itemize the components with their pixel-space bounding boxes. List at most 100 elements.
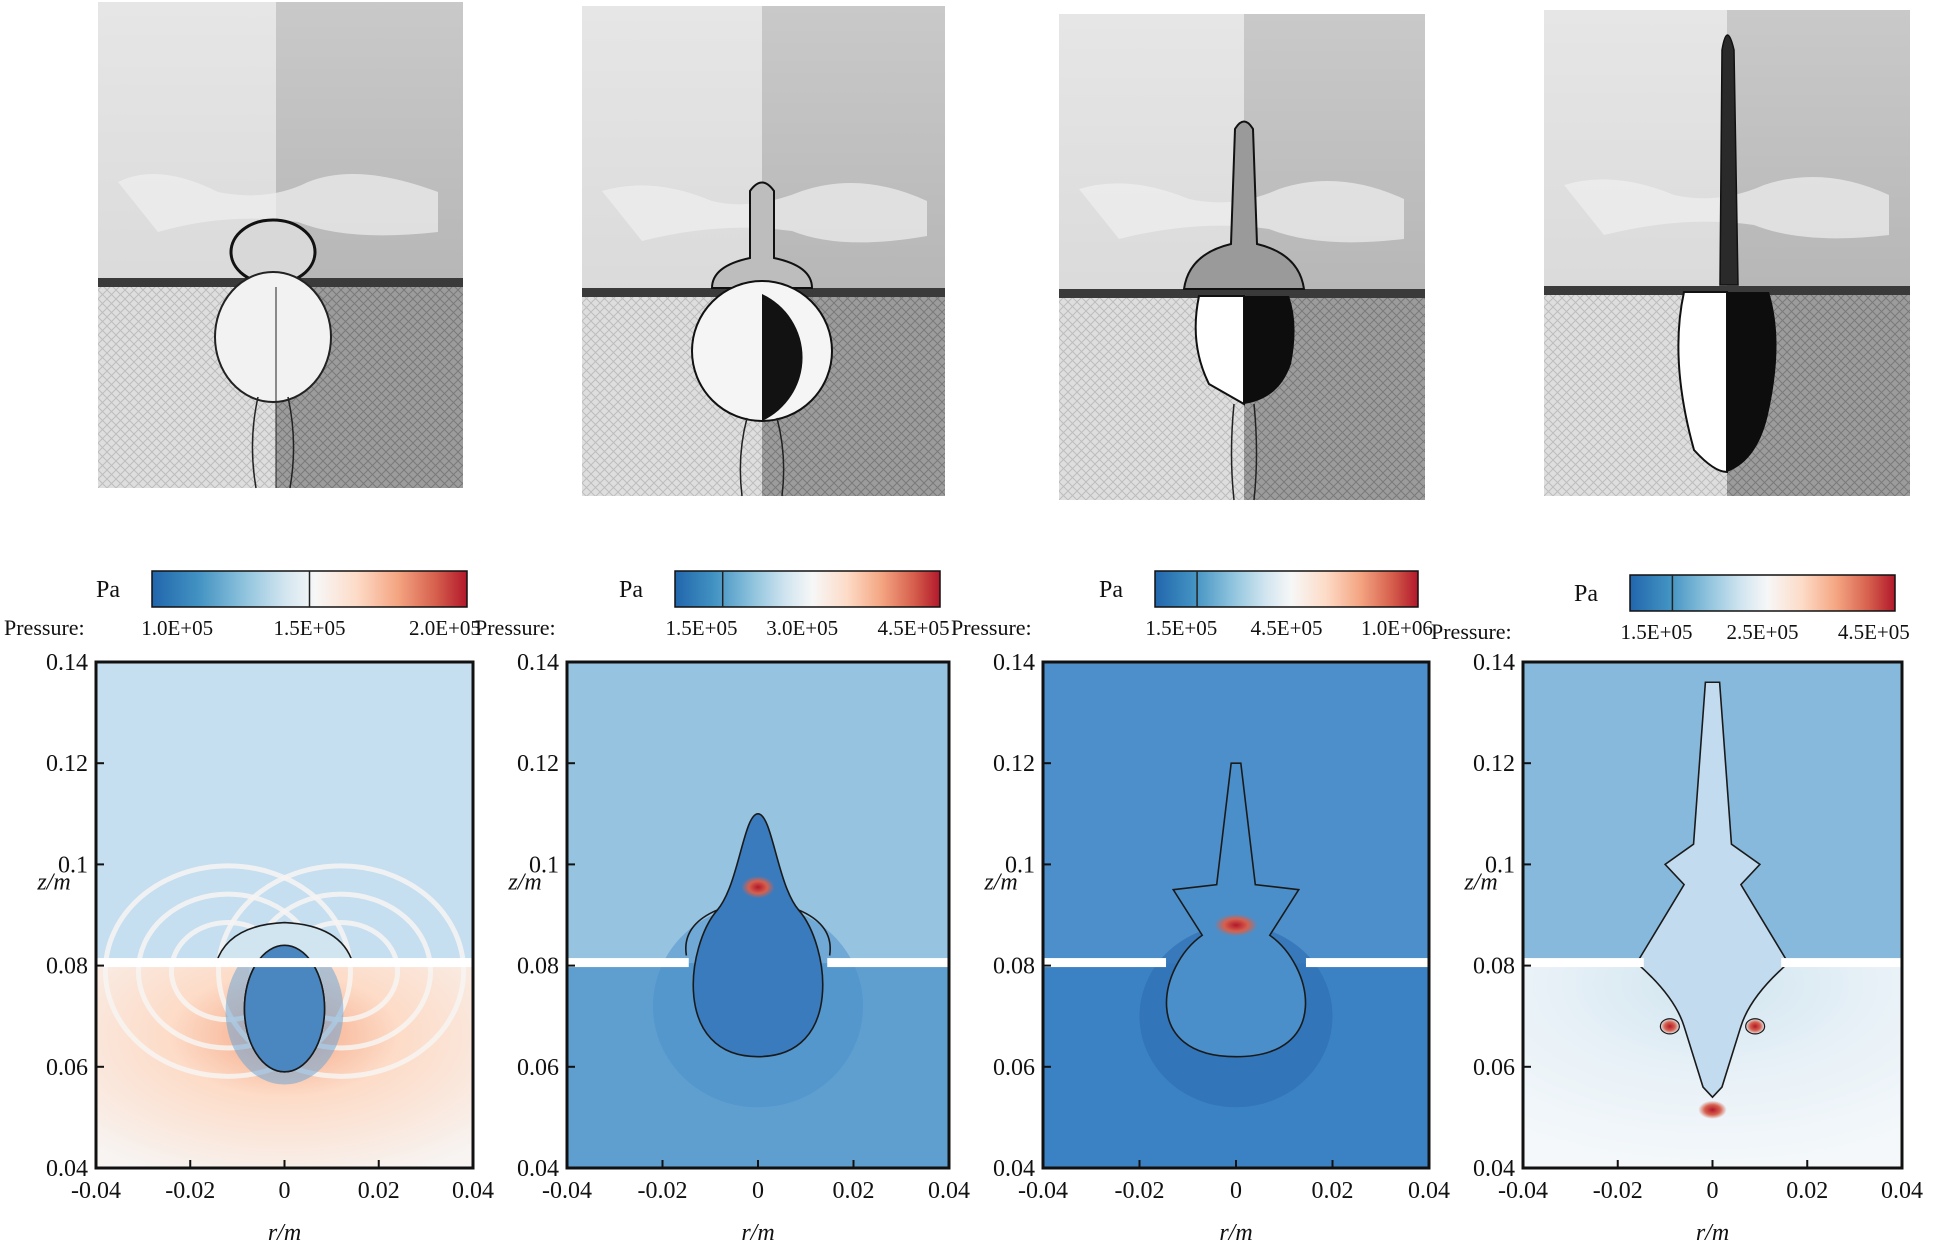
jet-outline: [1635, 681, 1790, 1099]
cavity-outline: [692, 812, 824, 1058]
y-tick-label: 0.06: [1473, 1055, 1515, 1081]
axes: -0.04 -0.02 0 0.02 0.04 0.04 0.06 0.08 0.1 0.12 0.…: [1463, 650, 1923, 1243]
colorbar-tick-label: 1.0E+05: [141, 616, 213, 640]
pressure-peak: [1698, 1100, 1727, 1119]
y-tick-label: 0.08: [993, 954, 1035, 980]
plate-wall: [96, 958, 473, 968]
y-tick-label: 0.14: [1473, 650, 1515, 676]
colorbar-tick-label: 4.5E+05: [878, 616, 950, 640]
y-axis-title: z/m: [1463, 870, 1497, 896]
x-tick-label: 0.04: [452, 1178, 494, 1204]
pressure-peak: [1659, 1018, 1680, 1035]
colorbar-tick-label: 1.5E+05: [1621, 620, 1693, 644]
colorbar-tick-label: 4.5E+05: [1838, 620, 1910, 644]
y-tick-label: 0.12: [517, 751, 559, 777]
colorbar-unit: Pa: [1574, 581, 1598, 607]
bubble-outline: [243, 944, 326, 1073]
x-tick-label: 0.04: [928, 1178, 970, 1204]
y-axis-title: z/m: [507, 870, 541, 896]
y-tick-label: 0.1: [1005, 852, 1035, 878]
axes: -0.04 -0.02 0 0.02 0.04 0.04 0.06 0.08 0.1 0.12 0.…: [983, 650, 1450, 1243]
colorbar-tick-label: 1.5E+05: [274, 616, 346, 640]
y-axis-title: z/m: [983, 870, 1017, 896]
x-tick-label: 0: [1707, 1178, 1719, 1204]
colorbar-tick-label: 1.5E+05: [666, 616, 738, 640]
x-axis-title: r/m: [741, 1220, 774, 1243]
pressure-peak: [1745, 1018, 1766, 1035]
x-tick-label: -0.02: [638, 1178, 688, 1204]
axes: -0.04 -0.02 0 0.02 0.04 0.04 0.06 0.08 0.1 0.12 0.…: [36, 650, 494, 1243]
y-tick-label: 0.04: [517, 1156, 559, 1182]
colorbar-label: Pressure:: [1431, 619, 1512, 644]
x-tick-label: -0.02: [1593, 1178, 1643, 1204]
colorbar-gradient: [1154, 570, 1419, 608]
x-tick-label: 0.04: [1881, 1178, 1923, 1204]
y-tick-label: 0.1: [529, 852, 559, 878]
y-tick-label: 0.14: [517, 650, 559, 676]
colorbar-tick-label: 1.0E+06: [1361, 616, 1433, 640]
x-tick-label: -0.04: [542, 1178, 592, 1204]
plate-wall: [827, 958, 949, 968]
y-axis-title: z/m: [36, 870, 70, 896]
x-tick-label: 0: [752, 1178, 764, 1204]
colorbar-tick-label: 2.5E+05: [1727, 620, 1799, 644]
experiment-photo-1: [98, 2, 463, 489]
x-tick-label: 0.02: [1312, 1178, 1354, 1204]
experiment-photo-2: [582, 6, 945, 497]
x-tick-label: -0.04: [1498, 1178, 1548, 1204]
y-tick-label: 0.04: [993, 1156, 1035, 1182]
x-tick-label: 0.02: [1786, 1178, 1828, 1204]
cavity-outline: [1165, 762, 1307, 1058]
experiment-photo-4: [1544, 10, 1910, 496]
pressure-field: [96, 662, 473, 1168]
pressure-colorbar: Pa Pressure: 1.0E+05 1.5E+05 2.0E+05: [4, 570, 481, 640]
colorbar-unit: Pa: [96, 577, 120, 603]
pressure-colorbar: Pa Pressure: 1.5E+05 3.0E+05 4.5E+05: [475, 570, 950, 640]
x-tick-label: 0.04: [1408, 1178, 1450, 1204]
pressure-field: [567, 662, 949, 1168]
pressure-peak: [1214, 913, 1258, 937]
y-tick-label: 0.04: [46, 1156, 88, 1182]
simulation-panel-4: Pa Pressure: 1.5E+05 2.5E+05 4.5E+05 -0.04 -0.…: [1431, 574, 1923, 1243]
pressure-wave-ring: [216, 863, 467, 1079]
y-tick-label: 0.12: [1473, 751, 1515, 777]
x-tick-label: 0.02: [358, 1178, 400, 1204]
y-tick-label: 0.08: [1473, 954, 1515, 980]
x-tick-label: 0: [279, 1178, 291, 1204]
x-tick-label: 0: [1230, 1178, 1242, 1204]
colorbar-tick-label: 4.5E+05: [1251, 616, 1323, 640]
plate-wall: [1043, 958, 1167, 968]
y-tick-label: 0.1: [58, 852, 88, 878]
pressure-peak: [741, 876, 775, 899]
y-tick-label: 0.06: [993, 1055, 1035, 1081]
x-tick-label: -0.04: [71, 1178, 121, 1204]
plate-wall: [1781, 958, 1902, 968]
y-tick-label: 0.04: [1473, 1156, 1515, 1182]
cavity-dome-outline: [215, 921, 354, 964]
plate-wall: [567, 958, 689, 968]
y-tick-label: 0.12: [993, 751, 1035, 777]
y-tick-label: 0.14: [993, 650, 1035, 676]
colorbar-gradient: [1629, 574, 1896, 612]
colorbar-unit: Pa: [619, 577, 643, 603]
x-tick-label: 0.02: [833, 1178, 875, 1204]
plate-wall: [1305, 958, 1429, 968]
pressure-colorbar: Pa Pressure: 1.5E+05 4.5E+05 1.0E+06: [951, 570, 1433, 640]
x-axis-title: r/m: [1696, 1220, 1729, 1243]
experiment-photo-3: [1059, 14, 1425, 501]
splash-outline: [685, 909, 831, 956]
colorbar-label: Pressure:: [475, 615, 556, 640]
colorbar-unit: Pa: [1099, 577, 1123, 603]
x-tick-label: -0.04: [1018, 1178, 1068, 1204]
pressure-field: [1043, 662, 1429, 1168]
colorbar-tick-label: 1.5E+05: [1145, 616, 1217, 640]
pressure-wave-ring: [102, 863, 353, 1079]
x-axis-title: r/m: [268, 1220, 301, 1243]
y-tick-label: 0.06: [517, 1055, 559, 1081]
colorbar-tick-label: 2.0E+05: [409, 616, 481, 640]
plate-wall: [1523, 958, 1644, 968]
